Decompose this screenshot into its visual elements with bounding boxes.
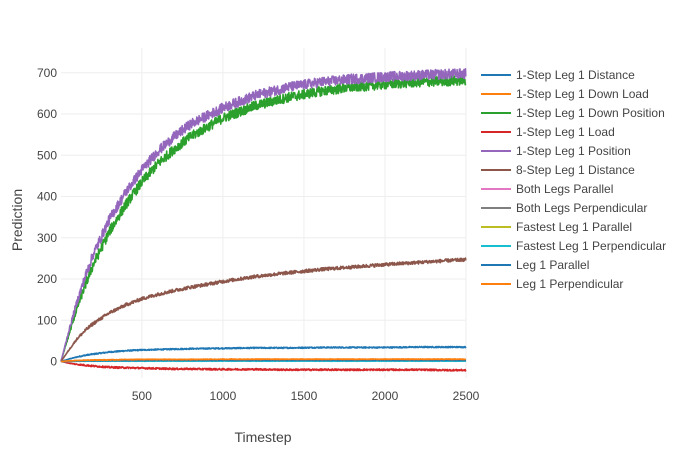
legend-item[interactable]: 8-Step Leg 1 Distance xyxy=(481,163,635,177)
legend-item[interactable]: Fastest Leg 1 Perpendicular xyxy=(481,239,666,253)
x-tick-label: 1000 xyxy=(210,389,237,403)
legend[interactable]: 1-Step Leg 1 Distance 1-Step Leg 1 Down L… xyxy=(481,68,666,291)
legend-label: Leg 1 Parallel xyxy=(516,258,589,272)
legend-label: Leg 1 Perpendicular xyxy=(516,277,623,291)
x-tick-label: 500 xyxy=(132,389,152,403)
x-tick-label: 2500 xyxy=(453,389,480,403)
legend-label: Fastest Leg 1 Parallel xyxy=(516,220,632,234)
y-axis-ticks: 0 100 200 300 400 500 600 700 xyxy=(37,66,57,369)
y-tick-label: 500 xyxy=(37,148,57,162)
legend-label: Fastest Leg 1 Perpendicular xyxy=(516,239,666,253)
x-tick-label: 1500 xyxy=(291,389,318,403)
legend-item[interactable]: 1-Step Leg 1 Down Position xyxy=(481,106,665,120)
y-tick-label: 600 xyxy=(37,107,57,121)
legend-label: 1-Step Leg 1 Distance xyxy=(516,68,635,82)
legend-label: Both Legs Perpendicular xyxy=(516,201,647,215)
series-line-3 xyxy=(60,360,467,372)
legend-label: 8-Step Leg 1 Distance xyxy=(516,163,635,177)
x-axis-ticks: 500 1000 1500 2000 2500 xyxy=(132,389,480,403)
x-tick-label: 2000 xyxy=(372,389,399,403)
legend-item[interactable]: 1-Step Leg 1 Position xyxy=(481,144,631,158)
series-line-2 xyxy=(60,74,467,362)
series-line-0 xyxy=(60,345,467,363)
legend-item[interactable]: Fastest Leg 1 Parallel xyxy=(481,220,632,234)
x-axis-title: Timestep xyxy=(234,429,291,445)
legend-item[interactable]: 1-Step Leg 1 Load xyxy=(481,125,615,139)
legend-label: 1-Step Leg 1 Load xyxy=(516,125,615,139)
series-layer xyxy=(60,68,467,372)
y-axis-title: Prediction xyxy=(9,189,25,251)
y-tick-label: 300 xyxy=(37,231,57,245)
legend-item[interactable]: Both Legs Perpendicular xyxy=(481,201,647,215)
legend-item[interactable]: Both Legs Parallel xyxy=(481,182,613,196)
y-tick-label: 200 xyxy=(37,272,57,286)
legend-label: Both Legs Parallel xyxy=(516,182,613,196)
y-tick-label: 100 xyxy=(37,313,57,327)
legend-item[interactable]: 1-Step Leg 1 Down Load xyxy=(481,87,649,101)
legend-item[interactable]: 1-Step Leg 1 Distance xyxy=(481,68,635,82)
legend-label: 1-Step Leg 1 Position xyxy=(516,144,631,158)
legend-item[interactable]: Leg 1 Perpendicular xyxy=(481,277,623,291)
legend-label: 1-Step Leg 1 Down Load xyxy=(516,87,649,101)
y-tick-label: 0 xyxy=(50,355,57,369)
series-line-11 xyxy=(60,358,467,363)
legend-item[interactable]: Leg 1 Parallel xyxy=(481,258,589,272)
series-line-5 xyxy=(60,257,467,362)
y-tick-label: 700 xyxy=(37,66,57,80)
y-tick-label: 400 xyxy=(37,190,57,204)
series-line-4 xyxy=(60,68,467,362)
legend-label: 1-Step Leg 1 Down Position xyxy=(516,106,665,120)
